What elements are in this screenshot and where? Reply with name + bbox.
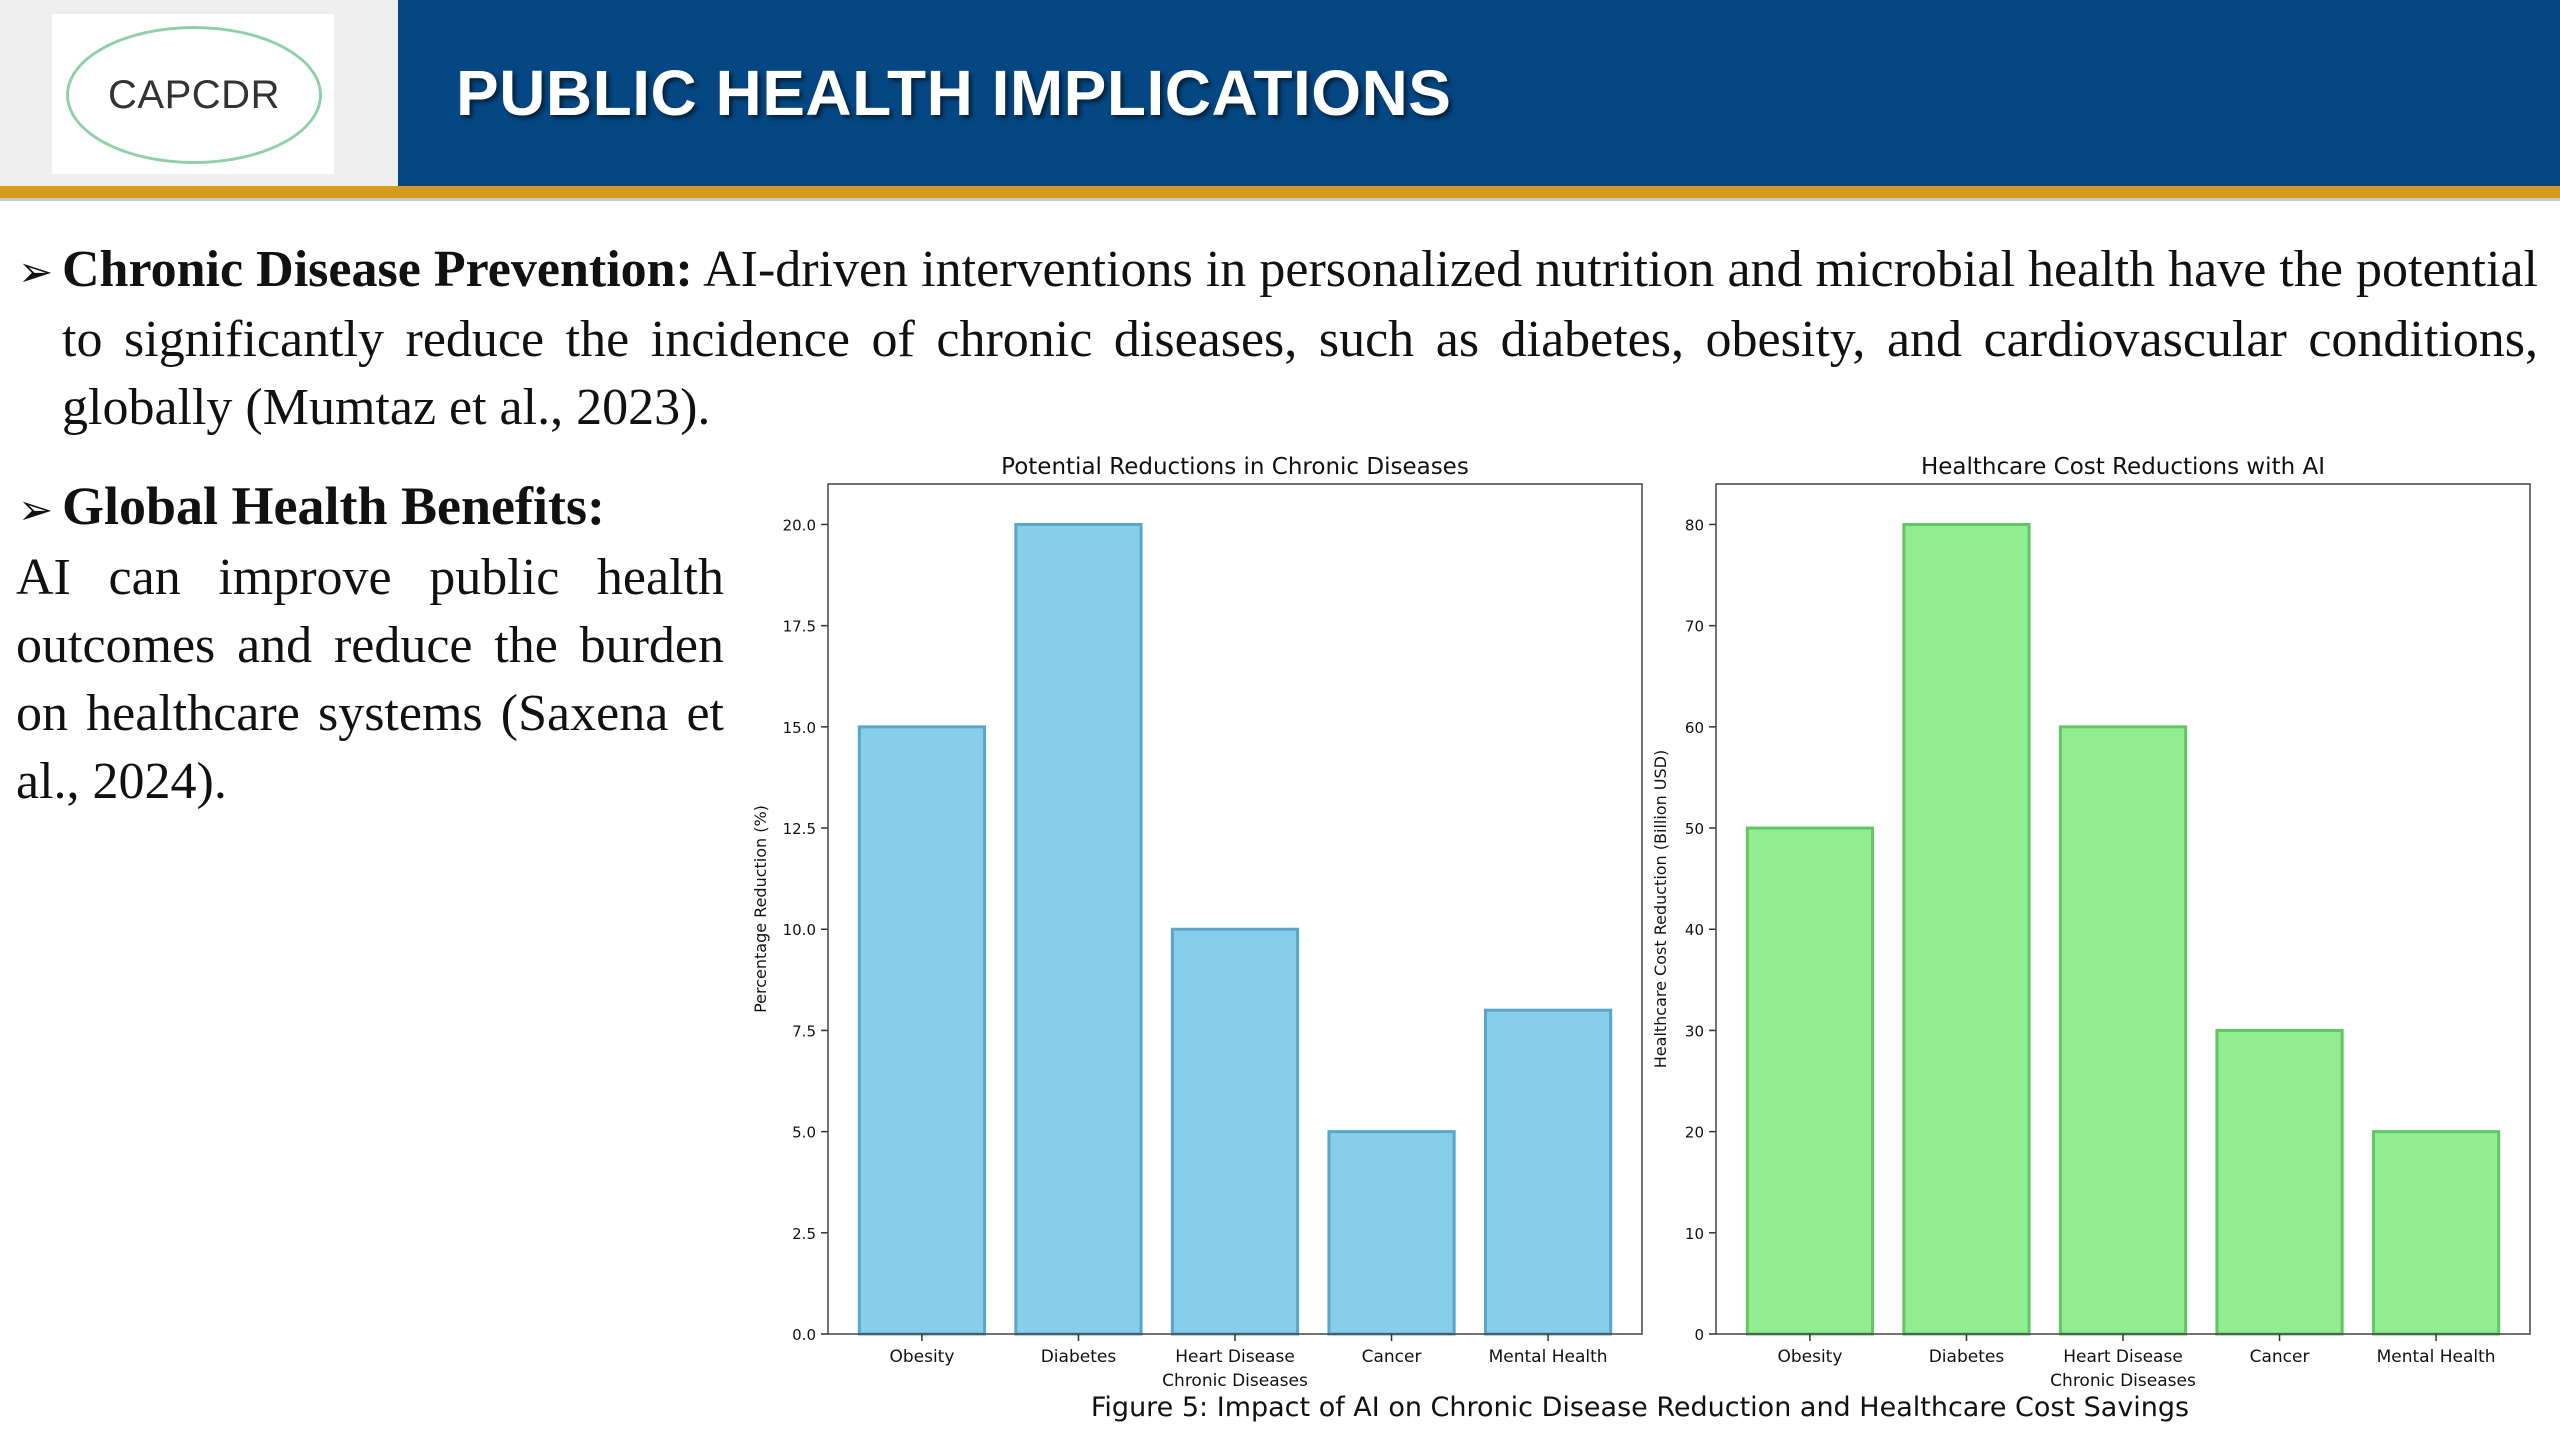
bar-charts: Potential Reductions in Chronic Diseases… [751,454,2531,1388]
chart-title: Healthcare Cost Reductions with AI [1921,454,2325,480]
x-axis-label: Chronic Diseases [1162,1371,1308,1388]
x-tick-label: Mental Health [2377,1347,2496,1367]
x-tick-label: Mental Health [1489,1347,1608,1367]
y-tick-label: 15.0 [783,719,816,737]
y-tick-label: 30 [1685,1022,1704,1040]
bar-mental-health [2371,1130,2501,1336]
figure-charts: Potential Reductions in Chronic Diseases… [740,448,2540,1388]
bar-cancer [2215,1028,2344,1336]
chart-title: Potential Reductions in Chronic Diseases [1001,454,1469,480]
y-tick-label: 80 [1685,516,1704,534]
y-tick-label: 5.0 [792,1124,816,1142]
logo-text: CAPCDR [108,72,280,117]
plot-frame [827,483,1643,1335]
x-tick-label: Obesity [1777,1347,1842,1367]
y-tick-label: 0 [1694,1326,1704,1344]
logo: CAPCDR [52,14,334,174]
y-tick-label: 50 [1685,820,1704,838]
accent-bar [0,186,2560,198]
arrow-bullet-icon: ➢ [18,247,54,296]
y-tick-label: 60 [1685,719,1704,737]
bullet-title: Chronic Disease Prevention: [62,241,693,298]
x-tick-label: Heart Disease [2063,1347,2183,1367]
y-tick-label: 0.0 [792,1326,816,1344]
x-tick-label: Cancer [2250,1347,2310,1367]
bar-obesity [1745,826,1875,1336]
arrow-bullet-icon: ➢ [18,485,54,534]
bullet-global-health: ➢ Global Health Benefits: [18,472,605,544]
y-tick-label: 7.5 [792,1022,816,1040]
bar-diabetes [1014,522,1143,1336]
logo-panel: CAPCDR [0,0,398,186]
bullet-text: AI-driven interventions in personalized … [62,241,2538,436]
bar-cancer [1327,1130,1456,1336]
x-tick-label: Heart Disease [1175,1347,1295,1367]
y-tick-label: 20.0 [783,516,816,534]
y-tick-label: 2.5 [792,1225,816,1243]
logo-ring: CAPCDR [66,26,322,164]
bullet-chronic-disease: ➢ Chronic Disease Prevention: AI-driven i… [18,236,2538,442]
bar-obesity [857,725,987,1336]
plot-frame [1715,483,2531,1335]
bar-heart-disease [2058,725,2188,1336]
y-tick-label: 40 [1685,921,1704,939]
bar-diabetes [1902,522,2031,1336]
x-axis-label: Chronic Diseases [2050,1371,2196,1388]
y-tick-label: 12.5 [783,820,816,838]
y-tick-label: 17.5 [783,618,816,636]
bar-heart-disease [1170,927,1300,1336]
y-axis-label: Healthcare Cost Reduction (Billion USD) [1651,750,1670,1068]
x-tick-label: Cancer [1362,1347,1422,1367]
bullet-title: Global Health Benefits: [62,476,605,536]
y-tick-label: 20 [1685,1124,1704,1142]
x-tick-label: Diabetes [1041,1347,1117,1367]
title-band: PUBLIC HEALTH IMPLICATIONS [398,0,2560,186]
y-tick-label: 10.0 [783,921,816,939]
x-tick-label: Obesity [889,1347,954,1367]
y-tick-label: 10 [1685,1225,1704,1243]
bar-mental-health [1483,1008,1613,1336]
figure-caption: Figure 5: Impact of AI on Chronic Diseas… [1090,1392,2190,1423]
y-tick-label: 70 [1685,618,1704,636]
divider [0,198,2560,201]
bullet-text: AI can improve public health outcomes an… [16,549,724,810]
x-tick-label: Diabetes [1929,1347,2005,1367]
page-title: PUBLIC HEALTH IMPLICATIONS [456,57,1452,129]
y-axis-label: Percentage Reduction (%) [751,805,770,1013]
